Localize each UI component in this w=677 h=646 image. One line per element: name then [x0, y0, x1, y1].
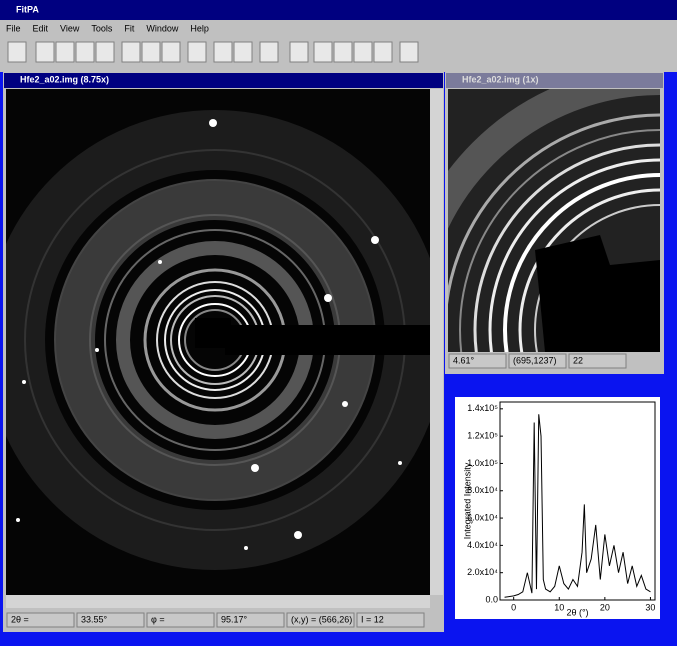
status-text: 95.17°	[221, 614, 248, 624]
tool-button[interactable]	[374, 42, 392, 62]
window-title: Hfe2_a02.img (1x)	[462, 74, 539, 84]
tool-button[interactable]	[76, 42, 94, 62]
tool-button[interactable]	[96, 42, 114, 62]
menu-item[interactable]: Window	[146, 23, 179, 33]
tool-button[interactable]	[56, 42, 74, 62]
y-axis-label: Integrated Intensity	[462, 462, 472, 539]
tool-button[interactable]	[214, 42, 232, 62]
status-text: (x,y) = (566,26)	[291, 614, 352, 624]
vertical-scrollbar[interactable]	[430, 89, 443, 595]
tool-button[interactable]	[36, 42, 54, 62]
tool-button[interactable]	[314, 42, 332, 62]
tool-button[interactable]	[354, 42, 372, 62]
status-text: I = 12	[361, 614, 384, 624]
status-text: φ =	[151, 614, 165, 624]
page: {"app":{"title":"FitPA","menu":["File","…	[0, 0, 677, 641]
tool-button[interactable]	[142, 42, 160, 62]
screen: FitPA File Edit View Tools Fit Window Help Hfe…	[0, 0, 677, 641]
menu-item[interactable]: Tools	[91, 23, 113, 33]
y-tick-label: 1.2x10⁵	[467, 431, 498, 441]
y-tick-label: 1.4x10⁵	[467, 403, 498, 413]
x-tick-label: 10	[554, 602, 564, 612]
y-tick-label: 4.0x10⁴	[467, 540, 498, 550]
title-bar	[0, 0, 677, 20]
menu-item[interactable]: View	[60, 23, 80, 33]
tool-button[interactable]	[260, 42, 278, 62]
tool-button[interactable]	[334, 42, 352, 62]
x-tick-label: 0	[511, 602, 516, 612]
menu-item[interactable]: Help	[190, 23, 209, 33]
y-tick-label: 0.0	[485, 594, 498, 604]
x-tick-label: 20	[600, 602, 610, 612]
status-text: 4.61°	[453, 355, 475, 365]
tool-button[interactable]	[162, 42, 180, 62]
tool-button[interactable]	[188, 42, 206, 62]
status-text: 22	[573, 355, 583, 365]
app-title: FitPA	[16, 4, 39, 14]
tool-button[interactable]	[234, 42, 252, 62]
x-axis-label: 2θ (°)	[566, 607, 588, 617]
tool-button[interactable]	[122, 42, 140, 62]
y-tick-label: 2.0x10⁴	[467, 567, 498, 577]
horizontal-scrollbar[interactable]	[6, 595, 430, 608]
status-text: (695,1237)	[513, 355, 557, 365]
status-text: 33.55°	[81, 614, 108, 624]
diffraction-rings	[15, 119, 435, 550]
body: FitPA File Edit View Tools Fit Window Help Hfe…	[0, 0, 677, 641]
menu-item[interactable]: Edit	[33, 23, 49, 33]
tool-button[interactable]	[400, 42, 418, 62]
status-bar: 4.61° (695,1237) 22	[449, 354, 626, 368]
x-tick-label: 30	[645, 602, 655, 612]
menu-item[interactable]: Fit	[124, 23, 134, 33]
tool-button[interactable]	[8, 42, 26, 62]
menu-item[interactable]: File	[6, 23, 21, 33]
window-title: Hfe2_a02.img (8.75x)	[20, 74, 109, 84]
status-text: 2θ =	[11, 614, 29, 624]
tool-button[interactable]	[290, 42, 308, 62]
